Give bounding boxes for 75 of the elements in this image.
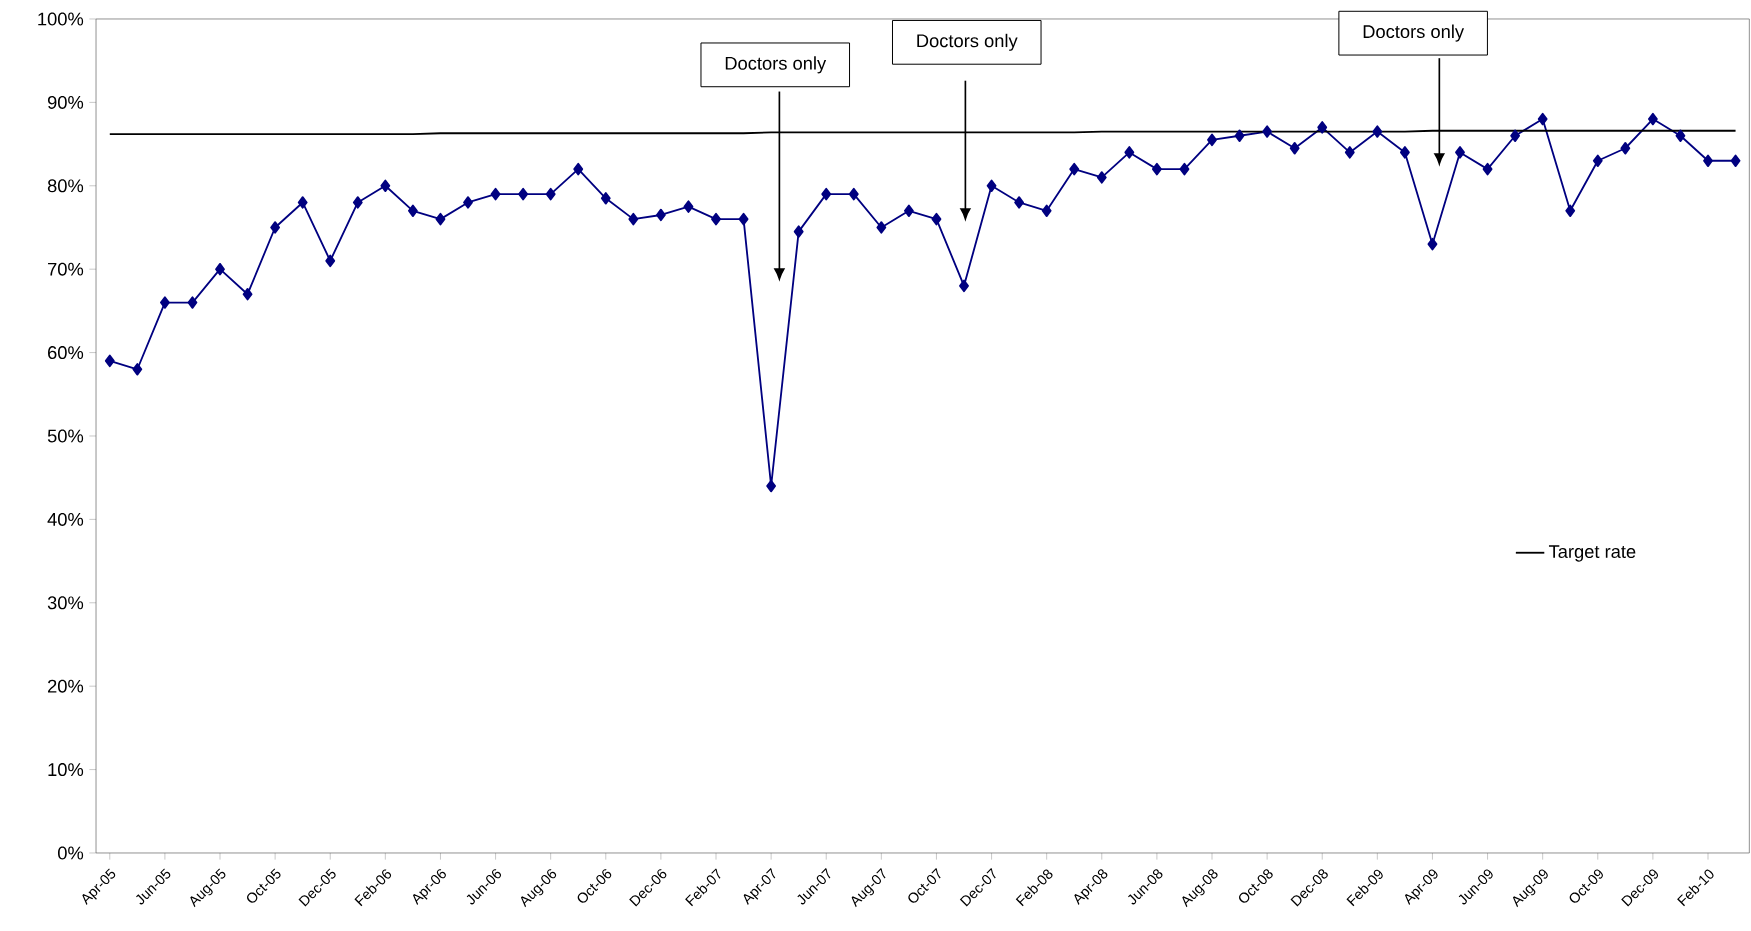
point bbox=[1344, 146, 1355, 159]
point bbox=[1647, 112, 1658, 126]
point bbox=[573, 162, 584, 176]
point bbox=[435, 212, 446, 226]
point bbox=[1399, 146, 1410, 159]
point bbox=[1675, 129, 1686, 142]
point bbox=[1234, 129, 1245, 142]
point bbox=[1014, 196, 1025, 209]
point bbox=[959, 279, 969, 293]
point bbox=[1317, 121, 1328, 134]
y-tick-label: 10% bbox=[48, 763, 84, 777]
point bbox=[159, 296, 170, 309]
point bbox=[1482, 162, 1493, 176]
point bbox=[876, 221, 887, 234]
y-tick-label: 0% bbox=[58, 846, 84, 860]
point bbox=[407, 204, 418, 218]
y-tick-label: 100% bbox=[38, 12, 84, 26]
annotation: Doctors only bbox=[917, 33, 1018, 51]
point bbox=[931, 212, 942, 226]
point bbox=[187, 296, 198, 309]
y-tick-label: 70% bbox=[48, 262, 84, 276]
point bbox=[215, 262, 225, 276]
point bbox=[1041, 204, 1052, 218]
point bbox=[1069, 162, 1080, 176]
point bbox=[1372, 125, 1383, 138]
point bbox=[380, 179, 391, 193]
point bbox=[1124, 146, 1135, 159]
point bbox=[104, 354, 115, 368]
point bbox=[903, 204, 914, 218]
point bbox=[463, 196, 473, 209]
point bbox=[270, 221, 281, 234]
point bbox=[1455, 146, 1465, 159]
point bbox=[848, 187, 859, 201]
point bbox=[297, 196, 308, 209]
point bbox=[490, 187, 501, 201]
y-tick-label: 20% bbox=[48, 679, 84, 693]
point bbox=[1151, 162, 1162, 176]
point bbox=[1592, 154, 1603, 168]
point bbox=[1262, 125, 1273, 138]
point bbox=[1427, 237, 1438, 251]
y-tick-label: 60% bbox=[48, 346, 84, 360]
point bbox=[793, 225, 804, 238]
point bbox=[1537, 112, 1548, 126]
point bbox=[711, 212, 721, 226]
y-tick-label: 50% bbox=[47, 429, 84, 443]
y-tick-label: 90% bbox=[47, 95, 84, 109]
point bbox=[242, 287, 253, 301]
point bbox=[1096, 171, 1107, 184]
point bbox=[352, 196, 363, 209]
y-tick-label: 40% bbox=[47, 512, 84, 526]
point bbox=[655, 208, 666, 222]
point bbox=[1620, 142, 1631, 155]
point bbox=[628, 212, 639, 226]
y-tick-label: 80% bbox=[47, 179, 84, 193]
point bbox=[518, 187, 529, 201]
y-tick-label: 30% bbox=[47, 596, 84, 610]
point bbox=[325, 254, 336, 268]
point bbox=[738, 212, 749, 226]
annotation: Doctors only bbox=[1363, 24, 1465, 42]
annotation: Doctors only bbox=[725, 56, 827, 74]
point bbox=[683, 200, 694, 213]
point bbox=[1703, 154, 1713, 168]
point bbox=[600, 192, 611, 205]
point bbox=[1289, 142, 1300, 155]
point bbox=[1179, 162, 1190, 176]
point bbox=[1565, 204, 1576, 218]
point bbox=[1510, 129, 1521, 142]
point bbox=[132, 363, 143, 376]
point bbox=[1207, 133, 1217, 147]
point bbox=[986, 179, 997, 193]
legend-label: Target rate bbox=[1548, 545, 1636, 562]
point bbox=[1730, 154, 1741, 168]
point bbox=[821, 187, 832, 201]
point bbox=[766, 479, 777, 493]
point bbox=[545, 187, 556, 201]
